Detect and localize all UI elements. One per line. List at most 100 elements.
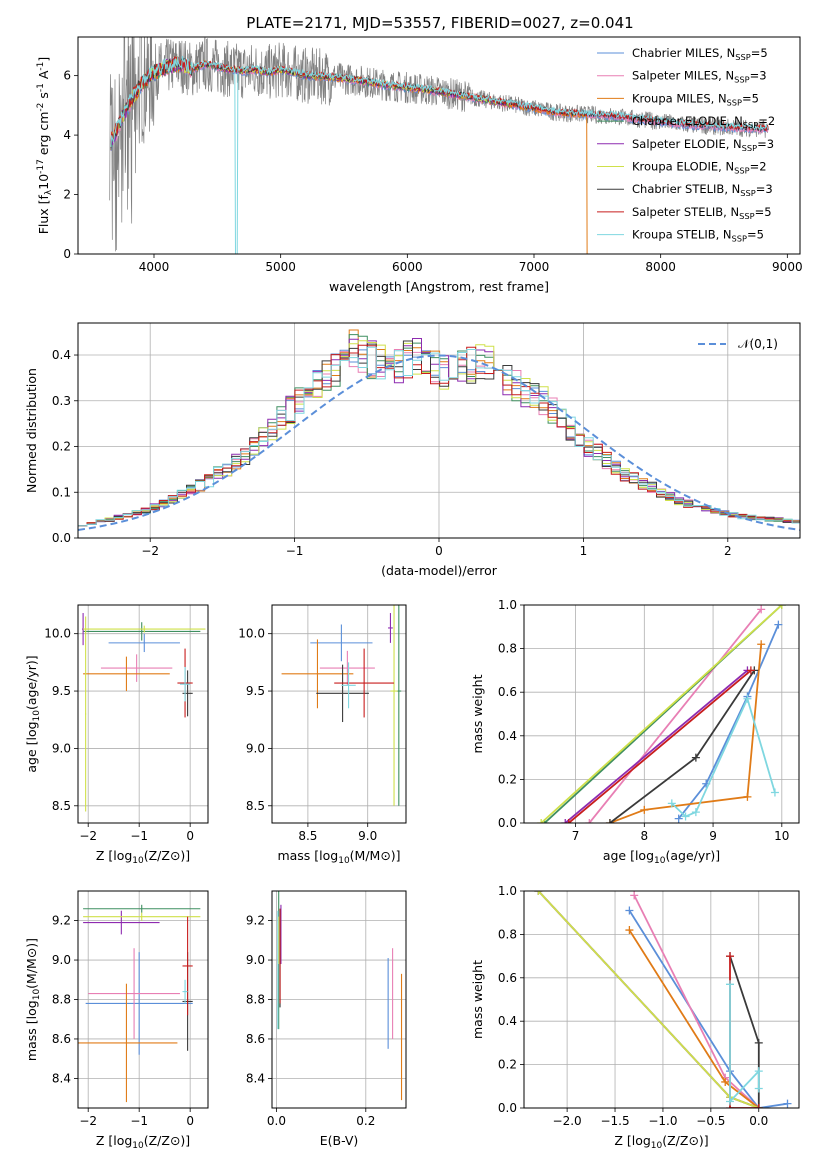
- mass_weight_vs_age-plot-area: [537, 605, 786, 823]
- y-tick-label: 8.8: [246, 993, 265, 1007]
- y-tick-label: 8.5: [52, 799, 71, 813]
- chabrier_miles-marker: [625, 906, 634, 915]
- legend-label: Kroupa STELIB, NSSP=5: [632, 228, 764, 244]
- x-tick-label: 0: [186, 829, 194, 843]
- label-part: mass [log: [24, 1000, 39, 1061]
- x-tick-label: 0.2: [356, 1114, 375, 1128]
- salpeter_miles-marker: [757, 605, 766, 614]
- salpeter_elodie-series-line: [564, 669, 748, 823]
- y-axis-label: Flux [fλ10-17 erg cm-2 s-1 A-1]: [36, 57, 54, 235]
- label-part: Chabrier ELODIE, N: [632, 114, 743, 128]
- mass_weight_vs_metallicity-axes: −2.0 −1.5 −1.0 −0.5 0.0 0.0 0.2 0.4 0.6 0.8 1.0 Z […: [470, 884, 800, 1151]
- y-tick-label: 4: [63, 128, 71, 142]
- y-tick-label: 8.6: [52, 1032, 71, 1046]
- label-part: Chabrier STELIB, N: [632, 182, 740, 196]
- mass_vs_ebv-plot-area: [277, 891, 403, 1101]
- age_vs_metallicity-plot-area: [82, 613, 206, 812]
- legend-label: Chabrier ELODIE, NSSP=2: [632, 114, 775, 130]
- age_vs_mass-plot-area: [281, 605, 402, 806]
- y-tick-label: 8.5: [246, 799, 265, 813]
- y-axis-label: mass weight: [470, 960, 485, 1039]
- label-part: =3: [756, 182, 773, 196]
- chabrier_miles-series-line: [677, 624, 780, 820]
- axes-frame: [523, 890, 800, 1109]
- label-part: (Z/Z⊙)]: [144, 848, 190, 863]
- y-tick-label: 0.0: [498, 816, 517, 830]
- kroupa_elodie-marker: [537, 819, 546, 823]
- label-part: mass [log: [277, 848, 338, 863]
- x-tick-label: −2: [141, 544, 159, 558]
- salpeter_stelib-marker: [754, 1104, 763, 1108]
- y-tick-label: 0.6: [498, 971, 517, 985]
- label-part: Z [log: [96, 848, 132, 863]
- y-tick-label: 9.5: [246, 684, 265, 698]
- y-tick-label: 0.2: [498, 1058, 517, 1072]
- chabrier_stelib-marker: [691, 753, 700, 762]
- x-tick-label: 7000: [519, 260, 550, 274]
- x-tick-label: 2: [724, 544, 732, 558]
- y-tick-label: 9.0: [52, 953, 71, 967]
- y-tick-label: 9.0: [52, 741, 71, 755]
- kroupa_miles-series-line: [609, 644, 763, 823]
- kroupa_miles-marker: [743, 792, 752, 801]
- label-part: (age/yr)]: [24, 655, 39, 710]
- chabrier_miles-marker: [674, 814, 683, 823]
- label-part: (age/yr)]: [665, 848, 720, 863]
- label-part: Kroupa ELODIE, N: [632, 160, 734, 174]
- label-part: 𝒩(0,1): [738, 337, 778, 351]
- label-part: 10: [32, 989, 42, 1001]
- y-tick-label: 0.0: [52, 531, 71, 545]
- x-tick-label: 0.0: [749, 1114, 768, 1128]
- age_vs_metallicity-axes: −2 −1 08.59.09.510.0Z [log10(Z/Z⊙)]age [lo…: [24, 604, 209, 866]
- salpeter_miles-marker: [630, 891, 639, 900]
- label-part: Kroupa MILES, N: [632, 91, 727, 105]
- legend-label: 𝒩(0,1): [738, 337, 778, 351]
- kroupa_elodie-marker: [777, 605, 786, 609]
- x-tick-label: 9.0: [358, 829, 377, 843]
- x-tick-label: −1: [130, 829, 148, 843]
- kroupa_stelib-model-line: [110, 55, 769, 254]
- label-part: Z [log: [614, 1133, 650, 1148]
- salpeter_stelib-series-line: [568, 669, 752, 823]
- legend-label: Salpeter STELIB, NSSP=5: [632, 205, 772, 221]
- y-tick-label: 0.4: [52, 348, 71, 362]
- x-tick-label: −2.0: [553, 1114, 582, 1128]
- salpeter_miles-series-line: [633, 894, 760, 1108]
- salpeter_stelib-marker: [564, 819, 573, 823]
- label-part: =2: [758, 114, 775, 128]
- kroupa_elodie-marker: [534, 891, 543, 895]
- label-part: 10: [338, 856, 350, 866]
- kroupa_miles-marker: [757, 640, 766, 649]
- label-part: Salpeter ELODIE, N: [632, 137, 742, 151]
- label-part: ]: [36, 57, 51, 62]
- chabrier_miles-marker: [783, 1099, 792, 1108]
- y-tick-label: 8.6: [246, 1032, 265, 1046]
- legend-label: Kroupa ELODIE, NSSP=2: [632, 160, 767, 176]
- label-part: =3: [750, 69, 767, 83]
- x-tick-label: 0: [186, 1114, 194, 1128]
- y-tick-label: 6: [63, 69, 71, 83]
- age_vs_mass-axes: 8.5 9.0 8.5 9.0 9.5 10.0 mass [log10(M/M⊙)]: [238, 604, 407, 866]
- y-tick-label: 0.4: [498, 729, 517, 743]
- label-part: SSP: [734, 166, 749, 176]
- label-part: Z [log: [96, 1133, 132, 1148]
- label-part: SSP: [742, 143, 757, 153]
- x-tick-label: 9000: [772, 260, 803, 274]
- x-axis-label: (data-model)/error: [381, 563, 498, 578]
- label-part: -17: [36, 159, 46, 174]
- label-part: SSP: [743, 120, 758, 130]
- legend-label: Salpeter ELODIE, NSSP=3: [632, 137, 774, 153]
- label-part: (Z/Z⊙)]: [144, 1133, 190, 1148]
- label-part: -1: [36, 83, 46, 92]
- kroupa_stelib-marker: [770, 788, 779, 797]
- label-part: erg cm: [36, 112, 51, 160]
- x-axis-label: Z [log10(Z/Z⊙)]: [614, 1133, 708, 1151]
- y-axis-label: mass [log10(M/M⊙)]: [24, 938, 42, 1061]
- normal-distribution-curve: [78, 354, 800, 531]
- label-part: =2: [750, 160, 767, 174]
- y-tick-label: 9.2: [52, 914, 71, 928]
- kroupa_stelib-marker: [726, 1097, 735, 1106]
- spectrum-plot-area: [109, 37, 769, 254]
- kroupa_stelib-series-line: [729, 984, 760, 1104]
